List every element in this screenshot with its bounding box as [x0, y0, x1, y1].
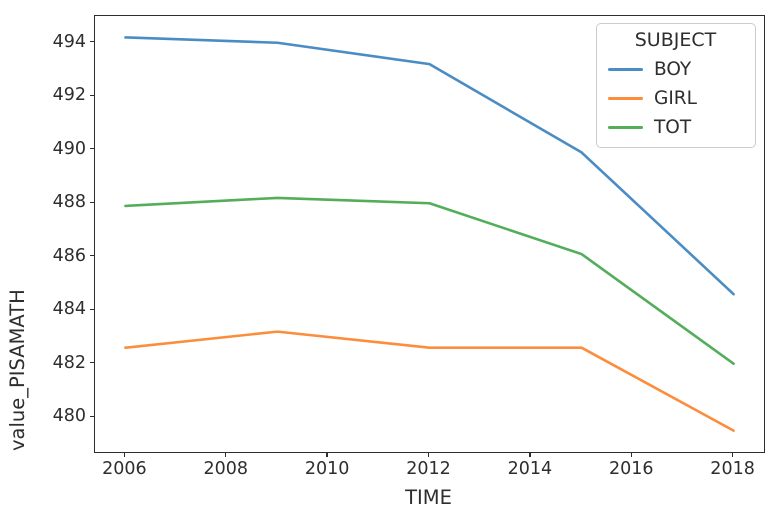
y-tick-label: 484 — [52, 299, 86, 320]
x-tick-label: 2014 — [507, 459, 553, 479]
line-tot — [124, 196, 735, 366]
line-girl — [124, 330, 735, 432]
x-tick-mark — [427, 452, 430, 457]
boy-line-swatch — [608, 67, 643, 72]
legend: SUBJECT BOY GIRL TOT — [596, 23, 756, 148]
y-tick-mark — [89, 308, 94, 310]
line-boy — [124, 36, 735, 296]
legend-title: SUBJECT — [634, 29, 717, 51]
x-tick-label: 2016 — [608, 459, 654, 479]
legend-item-boy: BOY — [608, 59, 743, 80]
legend-item-girl: GIRL — [608, 88, 743, 109]
x-tick-mark — [123, 452, 126, 457]
y-tick-mark — [89, 41, 94, 43]
x-tick-label: 2006 — [102, 459, 147, 479]
x-tick-mark — [731, 452, 734, 457]
y-tick-mark — [89, 255, 94, 257]
y-tick-mark — [89, 362, 94, 364]
x-tick-mark — [326, 452, 328, 457]
y-tick-mark — [89, 148, 94, 150]
legend-label-boy: BOY — [654, 59, 692, 80]
x-tick-label: 2008 — [203, 459, 249, 479]
y-tick-label: 488 — [52, 192, 86, 213]
x-tick-mark — [529, 452, 531, 457]
y-tick-label: 480 — [52, 406, 86, 427]
y-tick-label: 482 — [52, 352, 86, 373]
legend-item-tot: TOT — [608, 117, 743, 138]
y-tick-mark — [89, 94, 94, 96]
x-tick-label: 2012 — [406, 459, 451, 479]
y-tick-label: 494 — [52, 31, 86, 52]
tot-line-swatch — [608, 125, 643, 130]
girl-line-swatch — [608, 96, 643, 101]
y-tick-mark — [89, 415, 94, 417]
x-tick-mark — [225, 452, 227, 457]
line-plot-canvas — [124, 36, 735, 432]
y-tick-label: 492 — [52, 85, 86, 106]
x-tick-label: 2018 — [710, 459, 755, 479]
y-axis-label: value_PISAMATH — [6, 289, 29, 451]
x-axis-label: TIME — [405, 486, 452, 509]
x-tick-mark — [630, 452, 632, 457]
legend-label-tot: TOT — [654, 117, 692, 138]
y-tick-mark — [89, 201, 94, 203]
legend-label-girl: GIRL — [654, 88, 697, 109]
x-tick-label: 2010 — [304, 459, 350, 479]
plot-area: SUBJECT BOY GIRL TOT — [94, 15, 765, 453]
y-tick-label: 490 — [52, 138, 86, 159]
y-tick-label: 486 — [52, 245, 86, 266]
